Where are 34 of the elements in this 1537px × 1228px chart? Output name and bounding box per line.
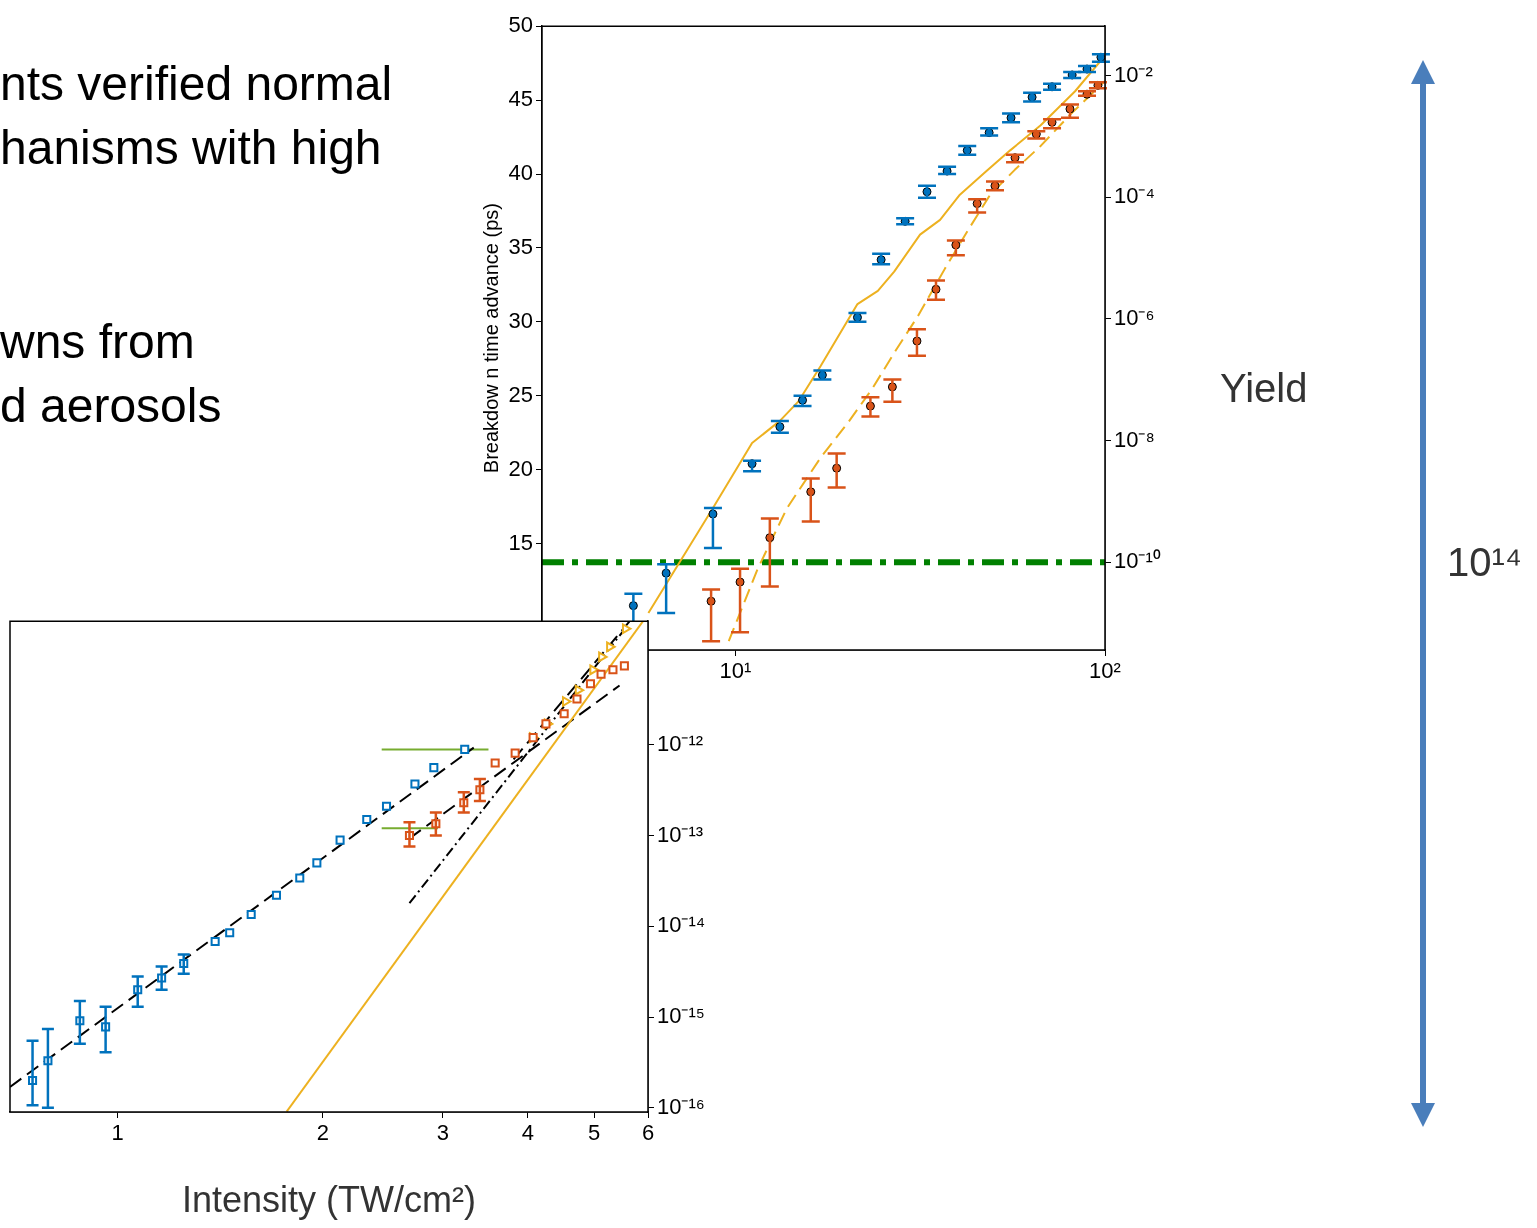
y-tick-label: 10⁻¹⁵	[657, 1003, 705, 1029]
text: hanisms with high	[0, 121, 382, 175]
x-tick-label: 4	[521, 1120, 535, 1146]
x-tick-label: 6	[641, 1120, 655, 1146]
y-tick-label: 10⁻¹⁶	[657, 1093, 705, 1119]
text: nts verified normal	[0, 57, 393, 111]
x-tick-label: 2	[316, 1120, 329, 1146]
y-tick-label: 10⁻¹²	[657, 730, 704, 756]
x-tick-label: 5	[587, 1120, 601, 1146]
y2-tick-label: 25	[508, 381, 533, 407]
y-tick-label: 10⁻⁸	[1114, 426, 1155, 452]
text: Yield	[1220, 366, 1308, 410]
y2-tick-label: 45	[508, 86, 533, 112]
y-tick-label: 10⁻¹⁰	[1114, 548, 1161, 574]
y2-tick-label: 35	[508, 233, 533, 259]
y-tick-label: 10⁻¹³	[657, 821, 704, 847]
y2-tick-label: 40	[508, 160, 533, 186]
y-tick-label: 10⁻²	[1114, 61, 1153, 87]
x-tick-label: 3	[436, 1120, 449, 1146]
y2-tick-label: 20	[508, 455, 533, 481]
y2-tick-label: 50	[508, 12, 533, 38]
x-tick-label: 10¹	[719, 658, 752, 684]
text: wns from	[0, 315, 195, 369]
x-tick-label: 1	[111, 1120, 124, 1146]
x-tick-label: 10²	[1089, 658, 1121, 684]
y2-tick-label: 15	[508, 529, 533, 555]
y-tick-label: 10⁻⁴	[1114, 183, 1155, 209]
y2-axis-title: Breakdow n time advance (ps)	[479, 203, 502, 474]
text: d aerosols	[0, 379, 222, 433]
text: 10¹⁴	[1447, 540, 1522, 584]
y-tick-label: 10⁻¹⁴	[657, 912, 706, 938]
x-axis-title: Intensity (TW/cm²)	[182, 1179, 476, 1221]
y2-tick-label: 30	[508, 307, 533, 333]
y-tick-label: 10⁻⁶	[1114, 304, 1155, 330]
